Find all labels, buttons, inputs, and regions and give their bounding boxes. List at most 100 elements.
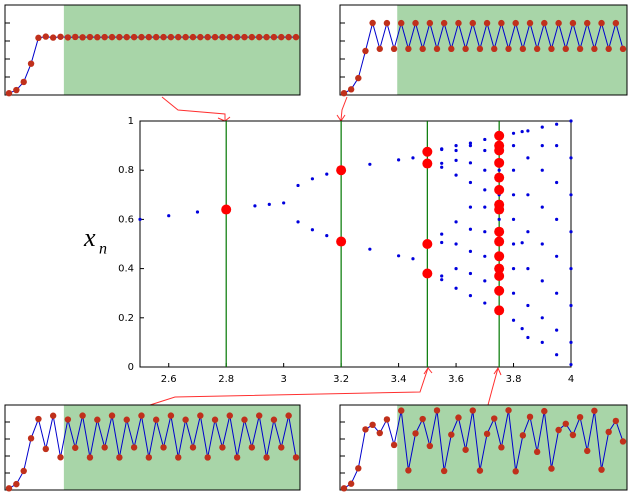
marker <box>383 19 391 27</box>
marker <box>248 444 256 451</box>
highlight-point <box>422 239 433 249</box>
marker <box>605 45 612 53</box>
point <box>411 156 415 160</box>
point <box>511 168 516 172</box>
marker <box>197 412 204 419</box>
marker <box>49 412 57 419</box>
point <box>397 254 401 258</box>
marker <box>270 33 278 41</box>
arrow-head <box>217 116 231 122</box>
point <box>569 340 573 344</box>
x-tick-label: 3.4 <box>391 374 407 385</box>
marker <box>101 444 108 451</box>
marker <box>562 420 569 427</box>
arrow <box>340 96 348 121</box>
highlight-point <box>494 236 505 247</box>
point <box>310 177 314 181</box>
marker <box>270 416 278 423</box>
marker <box>108 412 116 419</box>
marker <box>285 33 292 41</box>
x-tick-label: 3.2 <box>333 374 349 385</box>
point <box>440 161 444 165</box>
point <box>468 141 473 145</box>
marker <box>512 19 519 27</box>
x-tick-label: 3.8 <box>506 374 522 385</box>
point <box>368 162 372 166</box>
point <box>440 147 444 151</box>
marker <box>419 45 426 53</box>
inset-frame <box>339 4 628 96</box>
marker <box>182 416 189 423</box>
point <box>138 217 142 221</box>
marker <box>426 442 434 450</box>
point <box>569 119 573 123</box>
highlight-point <box>494 172 505 183</box>
marker <box>175 454 182 461</box>
point <box>440 165 444 169</box>
marker <box>241 416 248 423</box>
point <box>497 217 501 221</box>
marker <box>340 90 348 97</box>
marker <box>123 33 130 41</box>
point <box>511 131 516 135</box>
marker <box>57 33 64 40</box>
marker <box>347 86 355 93</box>
marker <box>433 407 441 414</box>
marker <box>233 33 241 41</box>
marker <box>512 468 519 475</box>
marker <box>94 34 101 41</box>
x-tick-label: 4 <box>568 374 574 385</box>
point <box>468 249 473 253</box>
inset-frame <box>4 404 301 491</box>
point <box>540 340 544 344</box>
point <box>540 205 544 209</box>
point <box>511 217 516 221</box>
x-tick-label: 2.6 <box>161 374 177 385</box>
marker <box>49 34 57 41</box>
marker <box>94 416 101 423</box>
marker <box>433 45 441 53</box>
arrow-head <box>423 367 433 375</box>
marker <box>219 444 226 451</box>
marker <box>57 454 64 461</box>
point <box>555 144 559 148</box>
marker <box>526 19 534 27</box>
highlight-point <box>494 145 505 156</box>
marker <box>362 426 369 433</box>
point <box>468 227 473 231</box>
point <box>511 291 516 295</box>
marker <box>584 447 591 455</box>
x-tick-label: 2.8 <box>218 374 234 385</box>
highlight-point <box>422 268 433 279</box>
point <box>468 294 473 298</box>
point <box>526 230 530 234</box>
marker <box>86 454 94 461</box>
marker <box>292 33 300 41</box>
marker <box>405 45 412 53</box>
point <box>468 271 473 276</box>
point <box>483 168 487 172</box>
inset-frame <box>339 404 628 491</box>
point <box>397 158 401 162</box>
highlight-point <box>494 184 505 195</box>
highlight-point <box>494 130 505 141</box>
marker <box>576 413 584 421</box>
highlight-point <box>336 236 347 247</box>
point <box>267 202 271 206</box>
marker <box>241 33 248 41</box>
marker <box>398 407 405 414</box>
highlight-point <box>494 270 505 281</box>
point <box>440 278 444 282</box>
point <box>526 129 530 133</box>
marker <box>562 45 569 53</box>
highlight-point <box>422 158 433 169</box>
highlight-point <box>494 305 505 316</box>
marker <box>138 33 145 41</box>
point <box>555 291 559 295</box>
point <box>296 220 300 224</box>
marker <box>519 432 527 439</box>
marker <box>211 33 219 41</box>
marker <box>64 416 72 423</box>
point <box>454 158 458 162</box>
